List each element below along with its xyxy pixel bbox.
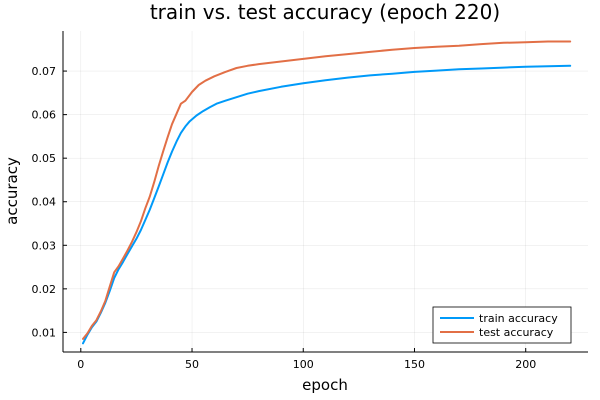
grid-lines — [63, 31, 588, 352]
y-tick-label: 0.02 — [32, 283, 57, 296]
x-tick-label: 50 — [185, 358, 199, 371]
y-tick-label: 0.05 — [32, 152, 57, 165]
chart-title: train vs. test accuracy (epoch 220) — [150, 0, 500, 24]
series-line-test-accuracy — [82, 40, 572, 340]
y-axis-label: accuracy — [3, 157, 21, 225]
series-layer — [82, 40, 572, 345]
x-tick-label: 0 — [77, 358, 84, 371]
y-tick-label: 0.06 — [32, 109, 57, 122]
legend-box — [432, 306, 572, 344]
y-tick-label: 0.04 — [32, 196, 57, 209]
x-tick-label: 200 — [515, 358, 536, 371]
x-tick-label: 100 — [293, 358, 314, 371]
legend-label-test: test accuracy — [479, 326, 554, 339]
y-tick-label: 0.07 — [32, 65, 57, 78]
x-axis-label: epoch — [302, 376, 348, 394]
legend-label-train: train accuracy — [479, 312, 558, 325]
legend: train accuracy test accuracy — [432, 306, 572, 344]
series-line-train-accuracy — [82, 64, 572, 345]
x-ticks: 0 50 100 150 200 — [77, 348, 536, 371]
y-tick-label: 0.01 — [32, 326, 57, 339]
y-tick-label: 0.03 — [32, 239, 57, 252]
x-tick-label: 150 — [404, 358, 425, 371]
y-ticks: 0.01 0.02 0.03 0.04 0.05 0.06 0.07 — [32, 65, 67, 339]
